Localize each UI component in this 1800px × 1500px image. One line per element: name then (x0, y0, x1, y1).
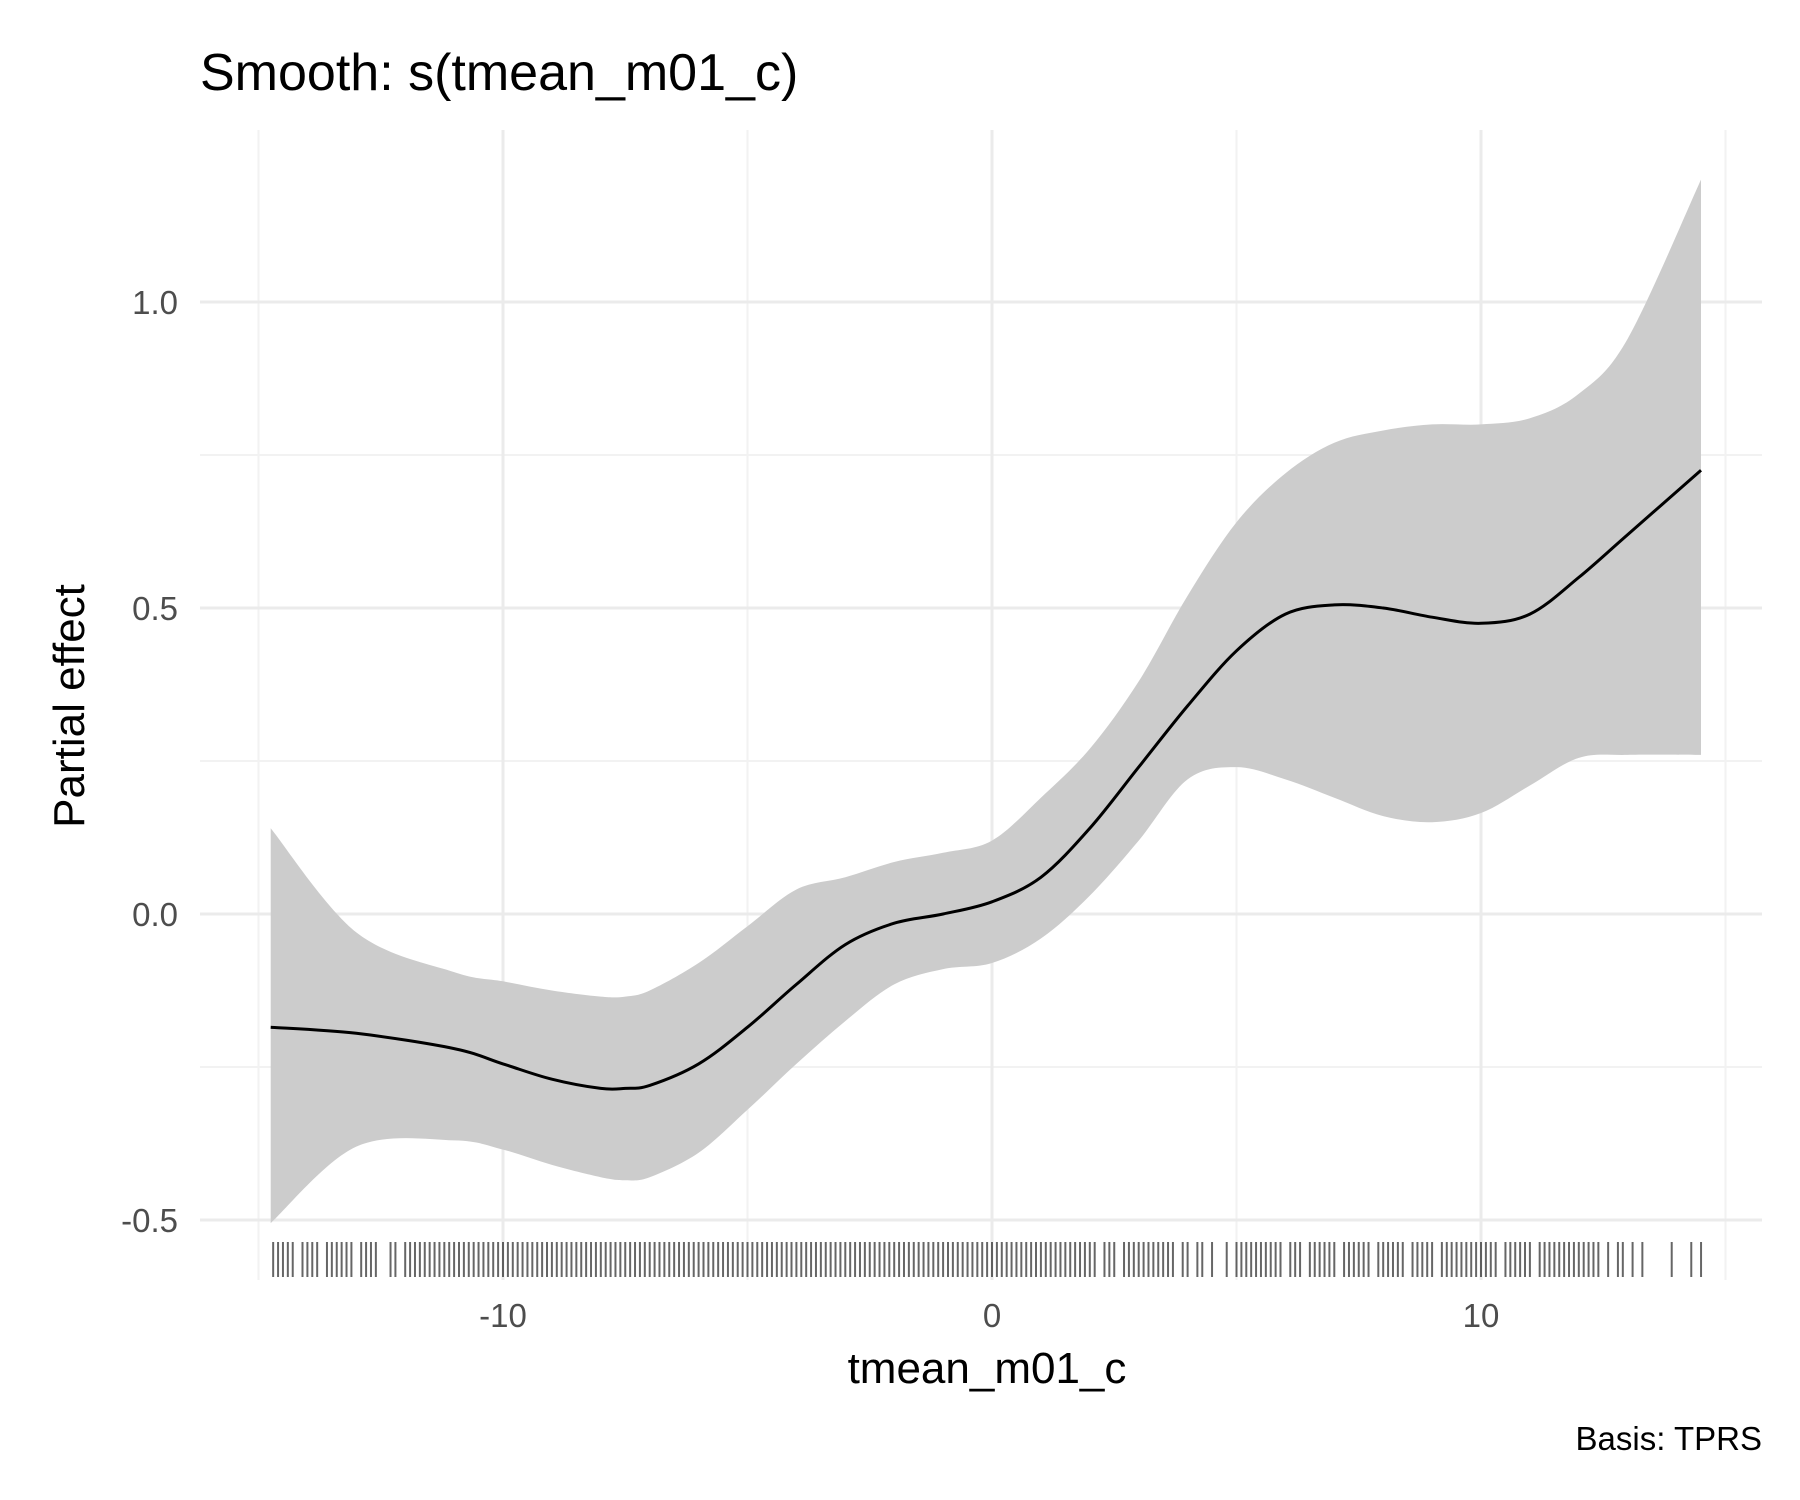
x-tick-label: 10 (1463, 1297, 1500, 1334)
y-tick-label: 0.0 (132, 896, 178, 933)
smooth-line (270, 469, 1702, 1091)
confidence-ribbon (270, 179, 1702, 1224)
x-tick-label: 0 (983, 1297, 1001, 1334)
y-tick-label: 0.5 (132, 590, 178, 627)
rug (272, 1242, 1703, 1277)
caption: Basis: TPRS (1576, 1420, 1762, 1457)
y-tick-label: 1.0 (132, 284, 178, 321)
chart-title: Smooth: s(tmean_m01_c) (200, 44, 798, 102)
x-tick-label: -10 (479, 1297, 527, 1334)
tick-labels: -10 0 10 -0.5 0.0 0.5 1.0 (121, 284, 1499, 1334)
y-axis-title: Partial effect (45, 584, 94, 828)
x-axis-title: tmean_m01_c (848, 1344, 1127, 1393)
smooth-curve (270, 469, 1702, 1091)
y-tick-label: -0.5 (121, 1202, 178, 1239)
confidence-band (270, 179, 1702, 1224)
